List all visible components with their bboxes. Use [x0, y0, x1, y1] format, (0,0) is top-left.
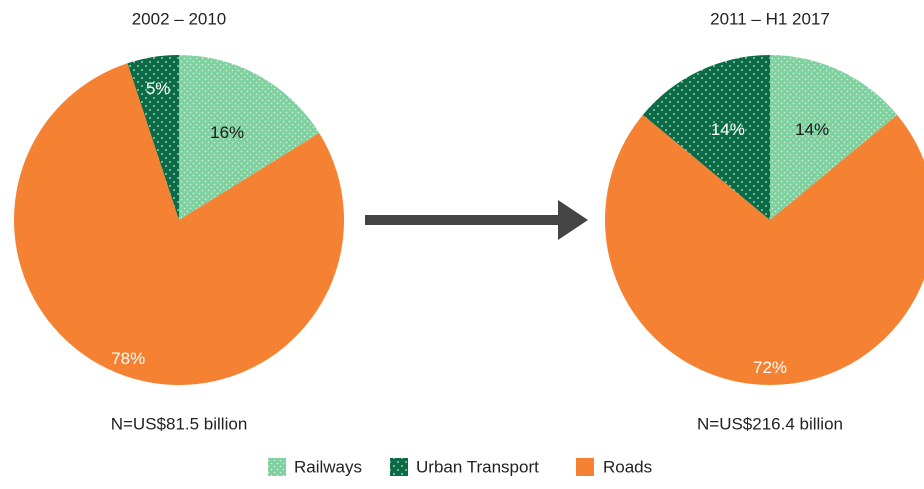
legend-swatch — [576, 458, 594, 476]
chart-title: 2011 – H1 2017 — [710, 9, 830, 28]
legend-swatch — [268, 458, 286, 476]
legend-label: Railways — [294, 457, 362, 476]
data-label: 16% — [210, 123, 244, 142]
pie-slice — [13, 63, 345, 386]
data-label: 14% — [795, 120, 829, 139]
chart-title: 2002 – 2010 — [132, 9, 227, 28]
pie-slice — [127, 55, 179, 220]
legend: Railways Urban Transport Roads — [268, 457, 652, 476]
arrow — [365, 200, 588, 240]
chart-note: N=US$216.4 billion — [697, 414, 843, 433]
data-label: 5% — [146, 79, 171, 98]
pie-slice — [605, 114, 924, 385]
pie-slice — [179, 55, 320, 220]
chart-note: N=US$81.5 billion — [111, 414, 248, 433]
data-label: 14% — [711, 120, 745, 139]
pie-slice — [642, 54, 770, 220]
data-label: 72% — [753, 358, 787, 377]
pie-slice — [770, 55, 898, 220]
legend-swatch — [390, 458, 408, 476]
legend-label: Roads — [603, 457, 652, 476]
legend-label: Urban Transport — [416, 457, 539, 476]
data-label: 78% — [111, 349, 145, 368]
